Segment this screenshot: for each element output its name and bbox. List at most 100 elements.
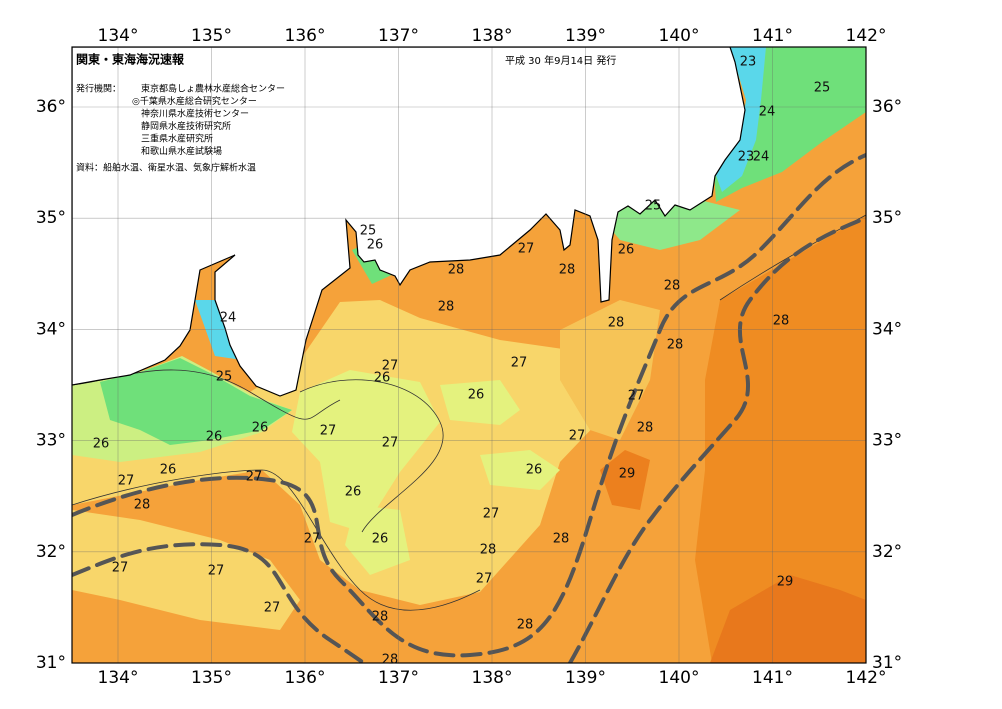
map-frame [71,46,867,664]
contour-label: 27 [518,242,535,257]
lon-tick-label: 138° [472,26,513,46]
lon-tick-label: 134° [98,668,139,688]
contour-label: 27 [246,470,263,485]
agency: 和歌山県水産試験場 [141,145,222,157]
contour-label: 28 [664,279,681,294]
contour-label: 23 [740,55,757,70]
sea-25 [100,358,292,445]
lon-tick-label: 134° [98,26,139,46]
lat-tick-label: 36° [36,97,66,117]
contour-label: 28 [480,543,497,558]
contour-label: 26 [372,532,389,547]
axis-ticks: 134° 134° 135° 135° 136° 136° 137° 137° 138° 138°… [36,26,902,688]
agency: 静岡県水産技術研究所 [141,120,231,132]
contour-label: 27 [569,429,586,444]
lon-tick-label: 135° [191,668,232,688]
contour-label: 28 [637,421,654,436]
contour-label: 25 [645,199,662,214]
contour-label: 28 [608,316,625,331]
contour-label: 27 [264,601,281,616]
contour [299,379,444,533]
contour-label: 28 [382,653,399,668]
contour-label: 28 [773,314,790,329]
contour-label: 28 [372,610,389,625]
lat-tick-label: 32° [872,542,902,562]
kuroshio-axis [568,216,866,663]
contour-label: 28 [517,618,534,633]
lat-tick-label: 35° [36,208,66,228]
lon-tick-label: 140° [659,668,700,688]
kuroshio-axis [72,542,368,663]
agency: 神奈川県水産技術センター [141,108,249,120]
contour-label: 26 [93,437,110,452]
graticule [72,47,866,663]
lat-tick-label: 34° [872,319,902,339]
lon-tick-label: 136° [285,668,326,688]
lon-tick-label: 138° [472,668,513,688]
lon-tick-label: 137° [378,26,419,46]
lat-tick-label: 33° [36,431,66,451]
contour-label: 26 [468,388,485,403]
lon-tick-label: 142° [846,26,887,46]
agencies-label: 発行機関： [76,83,121,95]
kuroshio-axis [72,153,866,658]
sea-26 [292,370,440,532]
sea-27 [72,510,300,630]
sea-26 [345,505,410,575]
lon-tick-label: 136° [285,26,326,46]
sea-29 [600,450,650,510]
agency: 東京都島しょ農林水産総合センター [141,83,285,95]
lon-tick-label: 142° [846,668,887,688]
agency: ◎千葉県水産総合研究センター [132,95,257,107]
agencies: 東京都島しょ農林水産総合センター◎千葉県水産総合研究センター神奈川県水産技術セン… [132,83,285,158]
contour-label: 28 [667,338,684,353]
lat-tick-label: 34° [36,319,66,339]
contour-label: 27 [320,424,337,439]
lat-tick-label: 32° [36,542,66,562]
lon-tick-label: 139° [565,26,606,46]
contour-label: 27 [112,561,129,576]
contour-label: 24 [759,105,776,120]
contour-label: 26 [374,371,391,386]
lat-tick-label: 36° [872,97,902,117]
contour-label: 28 [448,263,465,278]
lon-tick-label: 139° [565,668,606,688]
sea-25 [595,200,740,250]
lon-tick-label: 141° [752,668,793,688]
contour-label: 27 [628,389,645,404]
contour-label: 26 [618,243,635,258]
contour-label: 27 [483,507,500,522]
contour-label: 24 [220,311,237,326]
contour-label: 28 [553,532,570,547]
sea-29 [710,575,866,663]
contour-label: 28 [134,498,151,513]
sea-26 [480,450,560,490]
issue-date: 平成 30 年9月14日 発行 [505,54,616,67]
contour-label: 25 [814,81,831,96]
contour-label: 27 [511,356,528,371]
contour-label: 27 [304,532,321,547]
lat-tick-label: 33° [872,431,902,451]
contour-label: 28 [438,300,455,315]
contour-label: 26 [206,430,223,445]
lat-tick-label: 35° [872,208,902,228]
contour-label: 27 [382,359,399,374]
data-source: 資料：船舶水温、衛星水温、気象庁解析水温 [76,162,256,174]
title: 関東・東海海況速報 [76,52,185,67]
lon-tick-label: 141° [752,26,793,46]
lat-tick-label: 31° [872,653,902,673]
contour-label: 27 [208,564,225,579]
sea-26 [440,380,520,425]
lat-tick-label: 31° [36,653,66,673]
lon-tick-label: 137° [378,668,419,688]
contour-label: 28 [559,263,576,278]
contour-label: 23 [738,150,755,165]
contour-label: 29 [619,467,636,482]
contour-label: 27 [382,436,399,451]
contour-label: 26 [252,421,269,436]
contour-label: 25 [360,224,377,239]
sea-29 [695,215,866,663]
contour-label: 27 [476,572,493,587]
